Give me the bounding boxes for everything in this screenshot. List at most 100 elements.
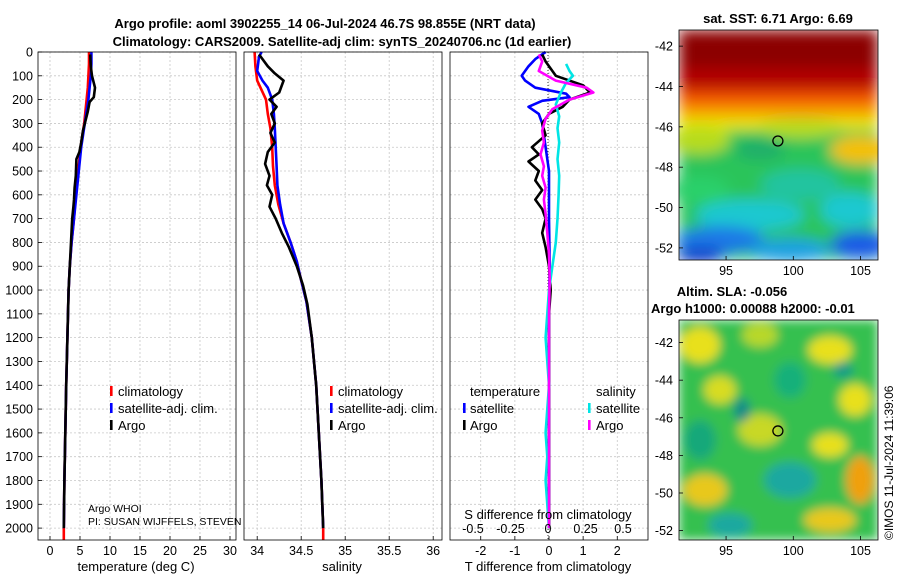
sla-map-subtitle: Argo h1000: 0.00088 h2000: -0.01 — [651, 301, 855, 316]
lat-tick-label: -48 — [655, 449, 673, 463]
depth-tick-label: 1800 — [5, 474, 33, 488]
legend-swatch-temp-argo — [463, 420, 466, 430]
sla-map-title: Altim. SLA: -0.056 — [677, 284, 788, 299]
x-tick-label: 36 — [426, 544, 440, 558]
depth-tick-label: 500 — [12, 165, 33, 179]
x-tick-label: 2 — [614, 544, 621, 558]
legend-swatch-climatology — [110, 386, 113, 396]
difference-panel: -2 -1 0 1 2 -0.5 -0.25 0 0.25 0.5 S difference f… — [449, 50, 649, 574]
x-tick-label: 10 — [103, 544, 117, 558]
sla-lon-axis: 95 100 105 — [719, 536, 871, 558]
sst-map-title: sat. SST: 6.71 Argo: 6.69 — [703, 11, 853, 26]
depth-tick-label: 1300 — [5, 355, 33, 369]
salinity-x-axis: 34 34.5 35 35.5 36 — [250, 536, 440, 558]
sst-lat-axis: -42 -44 -46 -48 -50 -52 — [655, 40, 683, 255]
sla-map-frame — [678, 319, 879, 541]
depth-tick-label: 900 — [12, 260, 33, 274]
salinity-difference-axis: -0.5 -0.25 0 0.25 0.5 — [462, 522, 632, 536]
x-tick-label: 1 — [580, 544, 587, 558]
depth-tick-label: 300 — [12, 117, 33, 131]
lat-tick-label: -46 — [655, 411, 673, 425]
lon-tick-label: 105 — [850, 264, 871, 278]
legend-swatch-argo — [110, 420, 113, 430]
legend-swatch-sal-argo — [588, 420, 591, 430]
legend-header-salinity: salinity — [596, 384, 636, 399]
legend-label-argo: Argo — [118, 418, 145, 433]
x-tick-label: 34.5 — [289, 544, 313, 558]
s-diff-tick-label: 0 — [545, 522, 552, 536]
depth-tick-label: 1400 — [5, 379, 33, 393]
depth-tick-label: 100 — [12, 69, 33, 83]
x-tick-label: 0 — [47, 544, 54, 558]
x-tick-label: 20 — [163, 544, 177, 558]
lat-tick-label: -42 — [655, 40, 673, 54]
difference-x-axis: -2 -1 0 1 2 — [475, 536, 621, 558]
depth-tick-label: 600 — [12, 188, 33, 202]
legend-label-climatology: climatology — [338, 384, 404, 399]
x-tick-label: 5 — [77, 544, 84, 558]
salinity-grid — [244, 51, 442, 540]
depth-axis: 0 100 200 300 400 500 600 700 800 900 1000 1100 1200… — [5, 46, 42, 536]
depth-tick-label: 1700 — [5, 450, 33, 464]
depth-tick-label: 0 — [26, 46, 33, 60]
salinity-panel: 34 34.5 35 35.5 36 salinity climatology sate… — [243, 51, 443, 574]
sst-field — [679, 30, 878, 260]
x-tick-label: 25 — [193, 544, 207, 558]
temperature-x-axis: 0 5 10 15 20 25 30 — [47, 536, 237, 558]
difference-legend: temperature salinity satellite Argo sate… — [463, 384, 640, 433]
salinity-xlabel: salinity — [322, 559, 362, 574]
difference-series — [520, 50, 595, 529]
series-line-climatology — [253, 51, 325, 540]
series-line-argo — [62, 54, 97, 529]
lon-tick-label: 95 — [719, 544, 733, 558]
legend-swatch-argo — [330, 420, 333, 430]
depth-tick-label: 200 — [12, 93, 33, 107]
depth-tick-label: 1200 — [5, 331, 33, 345]
legend-swatch-satellite-adj — [110, 403, 113, 413]
legend-label-sal-argo: Argo — [596, 418, 623, 433]
x-tick-label: 30 — [223, 544, 237, 558]
legend-header-temperature: temperature — [470, 384, 540, 399]
temperature-grid — [38, 51, 236, 540]
figure-title-line2: Climatology: CARS2009. Satellite-adj cli… — [113, 34, 572, 49]
s-diff-tick-label: -0.5 — [462, 522, 484, 536]
argo-institution: Argo WHOI — [88, 503, 142, 515]
lat-tick-label: -44 — [655, 80, 673, 94]
s-difference-label: S difference from climatology — [464, 507, 632, 522]
depth-tick-label: 800 — [12, 236, 33, 250]
depth-tick-label: 1900 — [5, 498, 33, 512]
lat-tick-label: -44 — [655, 374, 673, 388]
legend-label-argo: Argo — [338, 418, 365, 433]
imos-credit: ©IMOS 11-Jul-2024 11:39:06 — [882, 385, 896, 540]
x-tick-label: 15 — [133, 544, 147, 558]
legend-label-temp-argo: Argo — [470, 418, 497, 433]
depth-tick-label: 1000 — [5, 284, 33, 298]
sla-lat-axis: -42 -44 -46 -48 -50 -52 — [655, 336, 683, 538]
t-difference-xlabel: T difference from climatology — [465, 559, 632, 574]
series-line-salinity-argo — [537, 53, 595, 529]
sst-map-frame — [678, 29, 879, 261]
depth-tick-label: 1600 — [5, 426, 33, 440]
legend-swatch-temp-satellite — [463, 403, 466, 413]
s-diff-tick-label: -0.25 — [496, 522, 525, 536]
salinity-legend: climatology satellite-adj. clim. Argo — [330, 384, 438, 433]
temperature-legend: climatology satellite-adj. clim. Argo — [110, 384, 218, 433]
series-line-argo — [257, 53, 325, 529]
x-tick-label: 35.5 — [377, 544, 401, 558]
lat-tick-label: -50 — [655, 201, 673, 215]
depth-tick-label: 400 — [12, 141, 33, 155]
temperature-xlabel: temperature (deg C) — [77, 559, 194, 574]
legend-label-climatology: climatology — [118, 384, 184, 399]
salinity-axes-frame — [243, 51, 443, 541]
lon-tick-label: 95 — [719, 264, 733, 278]
lat-tick-label: -52 — [655, 241, 673, 255]
x-tick-label: 35 — [338, 544, 352, 558]
lat-tick-label: -52 — [655, 524, 673, 538]
salinity-series — [253, 51, 325, 540]
lon-tick-label: 100 — [783, 544, 804, 558]
x-tick-label: -2 — [475, 544, 486, 558]
lon-tick-label: 100 — [783, 264, 804, 278]
depth-tick-label: 1100 — [6, 307, 33, 321]
x-tick-label: -1 — [509, 544, 520, 558]
